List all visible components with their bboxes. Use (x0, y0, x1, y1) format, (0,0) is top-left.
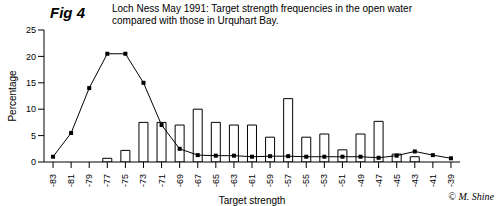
svg-text:-57: -57 (283, 174, 293, 187)
html-text:Loch Ness May 1991: Target str: Loch Ness May 1991: Target strength freq… (112, 3, 412, 26)
svg-text:-73: -73 (138, 174, 148, 187)
svg-text:-71: -71 (157, 174, 167, 187)
svg-text:-45: -45 (392, 174, 402, 187)
svg-text:-49: -49 (356, 174, 366, 187)
svg-text:-81: -81 (66, 174, 76, 187)
svg-text:-63: -63 (229, 174, 239, 187)
html-text:Fig 4: Fig 4 (50, 4, 85, 21)
svg-text:-53: -53 (319, 174, 329, 187)
svg-text:15: 15 (26, 78, 36, 88)
svg-text:0: 0 (31, 157, 36, 167)
svg-text:Target strength: Target strength (219, 195, 286, 206)
svg-text:5: 5 (31, 131, 36, 141)
html-text:© M. Shine: © M. Shine (448, 191, 494, 202)
svg-text:-55: -55 (301, 174, 311, 187)
svg-text:Percentage: Percentage (8, 70, 18, 122)
svg-text:-39: -39 (446, 174, 456, 187)
svg-text:-61: -61 (247, 174, 257, 187)
svg-text:20: 20 (26, 52, 36, 62)
svg-text:-65: -65 (211, 174, 221, 187)
svg-text:10: 10 (26, 104, 36, 114)
svg-text:-77: -77 (102, 174, 112, 187)
svg-text:-43: -43 (410, 174, 420, 187)
svg-text:-67: -67 (193, 174, 203, 187)
svg-text:-79: -79 (84, 174, 94, 187)
svg-text:-51: -51 (337, 174, 347, 187)
svg-text:-47: -47 (374, 174, 384, 187)
svg-text:-75: -75 (120, 174, 130, 187)
svg-text:-69: -69 (175, 174, 185, 187)
svg-text:-41: -41 (428, 174, 438, 187)
svg-text:25: 25 (26, 25, 36, 35)
svg-text:-83: -83 (48, 174, 58, 187)
svg-text:-59: -59 (265, 174, 275, 187)
